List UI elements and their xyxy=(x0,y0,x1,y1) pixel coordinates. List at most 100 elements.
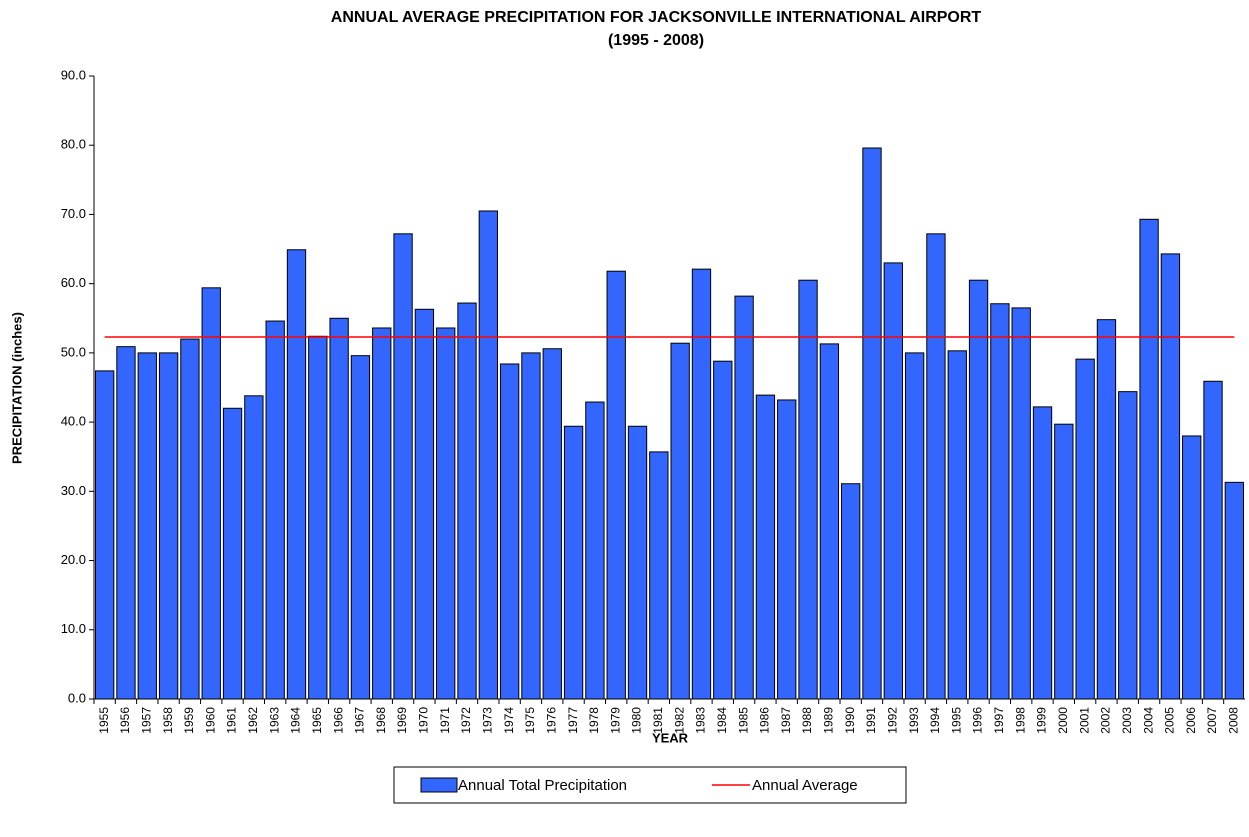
legend-box xyxy=(393,766,907,804)
y-tick-label: 10.0 xyxy=(61,621,86,636)
bar xyxy=(329,317,349,700)
bar xyxy=(180,338,200,700)
x-tick-label: 1977 xyxy=(566,707,580,734)
bar xyxy=(478,210,498,700)
bar xyxy=(670,342,690,700)
bar xyxy=(734,295,754,700)
x-tick-label: 1970 xyxy=(417,707,431,734)
x-tick-label: 1960 xyxy=(203,707,217,734)
x-tick-label: 1980 xyxy=(630,707,644,734)
bar xyxy=(393,233,413,700)
bar xyxy=(1096,319,1117,700)
x-tick-label: 2000 xyxy=(1056,707,1070,734)
x-tick-label: 1959 xyxy=(182,707,196,734)
bar xyxy=(521,352,541,700)
bar xyxy=(968,279,989,700)
bar xyxy=(606,270,626,700)
bar xyxy=(926,233,946,700)
x-tick-label: 2003 xyxy=(1120,707,1134,734)
x-tick-label: 1957 xyxy=(139,707,153,734)
bar xyxy=(1139,218,1159,700)
x-tick-label: 2005 xyxy=(1163,707,1177,734)
x-tick-label: 1955 xyxy=(97,707,111,734)
x-tick-label: 1958 xyxy=(161,707,175,734)
x-tick-label: 1992 xyxy=(885,707,899,734)
bar xyxy=(990,303,1010,700)
bar xyxy=(691,268,712,700)
x-tick-label: 1988 xyxy=(800,707,814,734)
x-tick-label: 1962 xyxy=(246,707,260,734)
x-tick-label: 1975 xyxy=(523,707,537,734)
bar xyxy=(457,302,477,700)
y-tick-label: 60.0 xyxy=(61,275,86,290)
y-tick-label: 30.0 xyxy=(61,483,86,498)
x-tick-label: 1993 xyxy=(907,707,921,734)
x-tick-label: 1969 xyxy=(395,707,409,734)
x-tick-label: 1983 xyxy=(694,707,708,734)
chart-title: ANNUAL AVERAGE PRECIPITATION FOR JACKSON… xyxy=(331,9,982,26)
x-tick-label: 2002 xyxy=(1099,707,1113,734)
x-tick-label: 2006 xyxy=(1184,707,1198,734)
bar xyxy=(1118,391,1138,700)
y-tick-label: 90.0 xyxy=(61,67,86,82)
bar xyxy=(350,355,371,700)
bar xyxy=(244,395,264,700)
bar xyxy=(1160,253,1181,700)
y-axis-label: PRECIPITATION (inches) xyxy=(9,312,24,464)
bar xyxy=(883,262,903,700)
x-tick-label: 1995 xyxy=(949,707,963,734)
y-tick-label: 70.0 xyxy=(61,206,86,221)
y-tick-label: 0.0 xyxy=(68,690,86,705)
bar xyxy=(1032,406,1053,700)
x-tick-label: 1999 xyxy=(1035,707,1049,734)
bar xyxy=(137,352,157,700)
x-tick-label: 1965 xyxy=(310,707,324,734)
x-axis-label: YEAR xyxy=(652,730,689,745)
bar xyxy=(158,352,179,700)
x-tick-label: 1971 xyxy=(438,707,452,734)
bar xyxy=(777,399,797,700)
x-tick-label: 1964 xyxy=(289,707,303,734)
x-tick-label: 1963 xyxy=(267,707,281,734)
bar xyxy=(649,451,669,700)
x-tick-label: 1967 xyxy=(353,707,367,734)
bar xyxy=(904,352,925,700)
legend-label: Annual Total Precipitation xyxy=(458,777,627,794)
x-tick-label: 1972 xyxy=(459,707,473,734)
bar xyxy=(585,401,605,700)
x-tick-label: 1956 xyxy=(118,707,132,734)
x-tick-label: 1994 xyxy=(928,707,942,734)
bar xyxy=(627,425,648,700)
x-tick-label: 1979 xyxy=(608,707,622,734)
y-tick-label: 20.0 xyxy=(61,552,86,567)
x-tick-label: 1989 xyxy=(822,707,836,734)
bar xyxy=(265,320,285,700)
x-tick-label: 1985 xyxy=(736,707,750,734)
x-tick-label: 1990 xyxy=(843,707,857,734)
x-tick-label: 1984 xyxy=(715,707,729,734)
bar xyxy=(222,407,243,700)
x-tick-label: 1986 xyxy=(758,707,772,734)
x-tick-label: 1976 xyxy=(544,707,558,734)
x-tick-label: 2001 xyxy=(1077,707,1091,734)
x-tick-label: 1987 xyxy=(779,707,793,734)
legend-label: Annual Average xyxy=(752,777,858,794)
bar xyxy=(286,249,307,700)
x-tick-label: 1974 xyxy=(502,707,516,734)
bar xyxy=(372,327,392,700)
bar xyxy=(1224,481,1245,700)
x-tick-label: 1973 xyxy=(480,707,494,734)
bar xyxy=(116,346,136,700)
bar xyxy=(201,287,221,700)
x-tick-label: 2007 xyxy=(1205,707,1219,734)
bar xyxy=(819,343,840,700)
x-tick-label: 1968 xyxy=(374,707,388,734)
bar xyxy=(308,335,328,700)
bar xyxy=(563,425,584,700)
bar xyxy=(755,394,776,700)
x-tick-label: 1982 xyxy=(672,707,686,734)
bar xyxy=(94,370,115,700)
y-tick-label: 40.0 xyxy=(61,414,86,429)
